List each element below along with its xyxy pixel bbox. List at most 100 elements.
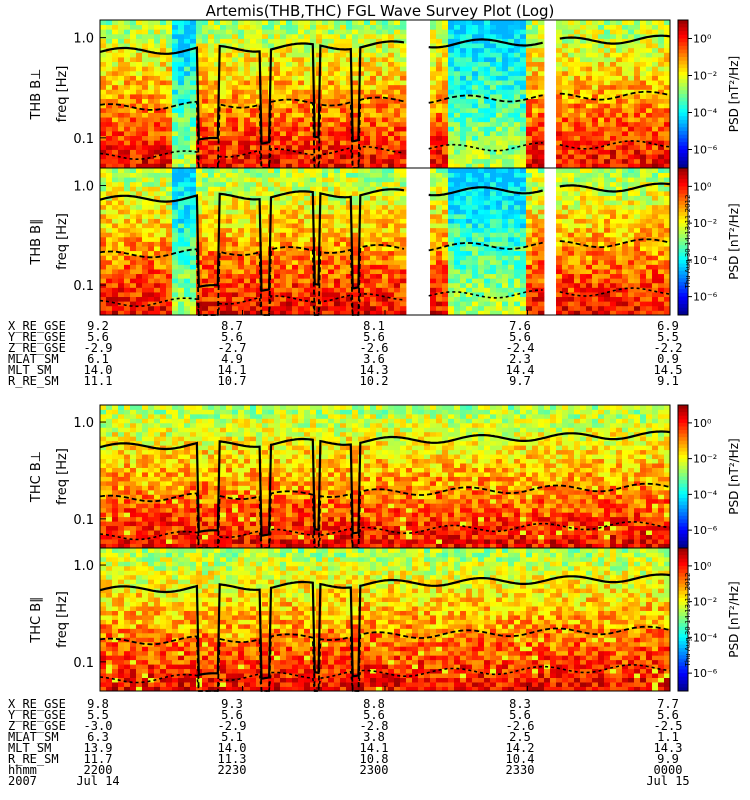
spectrogram-cell xyxy=(454,89,461,95)
spectrogram-cell xyxy=(400,117,407,123)
spectrogram-cell xyxy=(274,232,281,238)
spectrogram-cell xyxy=(358,227,365,233)
spectrogram-cell xyxy=(334,29,341,35)
spectrogram-cell xyxy=(622,47,629,53)
spectrogram-cell xyxy=(526,117,533,123)
spectrogram-cell xyxy=(118,177,125,183)
spectrogram-cell xyxy=(328,70,335,76)
spectrogram-cell xyxy=(166,282,173,288)
spectrogram-cell xyxy=(226,158,233,164)
spectrogram-cell xyxy=(514,112,521,118)
spectrogram-cell xyxy=(574,117,581,123)
spectrogram-cell xyxy=(586,20,593,26)
spectrogram-cell xyxy=(520,20,527,26)
spectrogram-cell xyxy=(502,172,509,178)
spectrogram-cell xyxy=(304,204,311,210)
spectrogram-cell xyxy=(454,200,461,206)
spectrogram-cell xyxy=(592,121,599,127)
spectrogram-cell xyxy=(586,43,593,49)
spectrogram-cell xyxy=(382,255,389,261)
spectrogram-cell xyxy=(268,94,275,100)
spectrogram-cell xyxy=(658,47,665,53)
y-tick-label: 0.1 xyxy=(73,132,94,147)
spectrogram-cell xyxy=(454,223,461,229)
spectrogram-cell xyxy=(124,168,131,173)
spectrogram-cell xyxy=(214,200,221,206)
spectrogram-cell xyxy=(496,296,503,302)
spectrogram-cell xyxy=(598,20,605,26)
spectrogram-cell xyxy=(346,140,353,146)
spectrogram-cell xyxy=(190,172,197,178)
spectrogram-cell xyxy=(496,255,503,261)
spectrogram-cell xyxy=(202,140,209,146)
spectrogram-cell xyxy=(298,172,305,178)
spectrogram-cell xyxy=(454,33,461,39)
spectrogram-cell xyxy=(298,296,305,302)
spectrogram-cell xyxy=(376,47,383,53)
spectrogram-cell xyxy=(160,38,167,44)
spectrogram-cell xyxy=(640,131,647,137)
spectrogram-cell xyxy=(202,223,209,229)
spectrogram-cell xyxy=(292,232,299,238)
spectrogram-cell xyxy=(388,292,395,298)
spectrogram-cell xyxy=(502,163,509,169)
spectrogram-cell xyxy=(490,250,497,256)
spectrogram-cell xyxy=(166,84,173,90)
spectrogram-cell xyxy=(328,186,335,192)
spectrogram-cell xyxy=(388,232,395,238)
spectrogram-cell xyxy=(220,38,227,44)
spectrogram-cell xyxy=(166,296,173,302)
spectrogram-cell xyxy=(232,269,239,275)
spectrogram-cell xyxy=(442,236,449,242)
spectrogram-cell xyxy=(370,269,377,275)
spectrogram-cell xyxy=(388,227,395,233)
spectrogram-cell xyxy=(334,126,341,132)
spectrogram-cell xyxy=(280,168,287,173)
spectrogram-cell xyxy=(142,213,149,219)
spectrogram-cell xyxy=(514,144,521,150)
spectrogram-cell xyxy=(196,246,203,252)
spectrogram-cell xyxy=(280,163,287,169)
spectrogram-cell xyxy=(250,204,257,210)
spectrogram-cell xyxy=(538,144,545,150)
spectrogram-cell xyxy=(196,66,203,72)
spectrogram-cell xyxy=(340,61,347,67)
spectrogram-cell xyxy=(244,301,251,307)
spectrogram-cell xyxy=(268,301,275,307)
spectrogram-cell xyxy=(454,236,461,242)
spectrogram-cell xyxy=(202,154,209,160)
spectrogram-cell xyxy=(586,121,593,127)
spectrogram-cell xyxy=(214,29,221,35)
spectrogram-cell xyxy=(370,80,377,86)
spectrogram-cell xyxy=(244,61,251,67)
spectrogram-cell xyxy=(502,140,509,146)
spectrogram-cell xyxy=(250,209,257,215)
spectrogram-cell xyxy=(190,154,197,160)
spectrogram-cell xyxy=(328,259,335,265)
spectrogram-cell xyxy=(136,131,143,137)
spectrogram-cell xyxy=(502,66,509,72)
spectrogram-cell xyxy=(220,117,227,123)
spectrogram-cell xyxy=(430,89,437,95)
spectrogram-cell xyxy=(322,195,329,201)
spectrogram-cell xyxy=(268,241,275,247)
spectrogram-cell xyxy=(172,218,179,224)
spectrogram-cell xyxy=(130,273,137,279)
spectrogram-cell xyxy=(178,94,185,100)
spectrogram-cell xyxy=(298,52,305,58)
spectrogram-cell xyxy=(148,126,155,132)
spectrogram-cell xyxy=(592,80,599,86)
spectrogram-cell xyxy=(466,103,473,109)
spectrogram-cell xyxy=(616,107,623,113)
spectrogram-cell xyxy=(448,66,455,72)
spectrogram-cell xyxy=(142,33,149,39)
spectrogram-cell xyxy=(100,269,107,275)
spectrogram-cell xyxy=(214,47,221,53)
spectrogram-cell xyxy=(352,149,359,155)
spectrogram-cell xyxy=(148,204,155,210)
spectrogram-cell xyxy=(238,310,245,316)
spectrogram-cell xyxy=(352,20,359,26)
spectrogram-cell xyxy=(274,107,281,113)
spectrogram-cell xyxy=(514,163,521,169)
spectrogram-cell xyxy=(562,80,569,86)
